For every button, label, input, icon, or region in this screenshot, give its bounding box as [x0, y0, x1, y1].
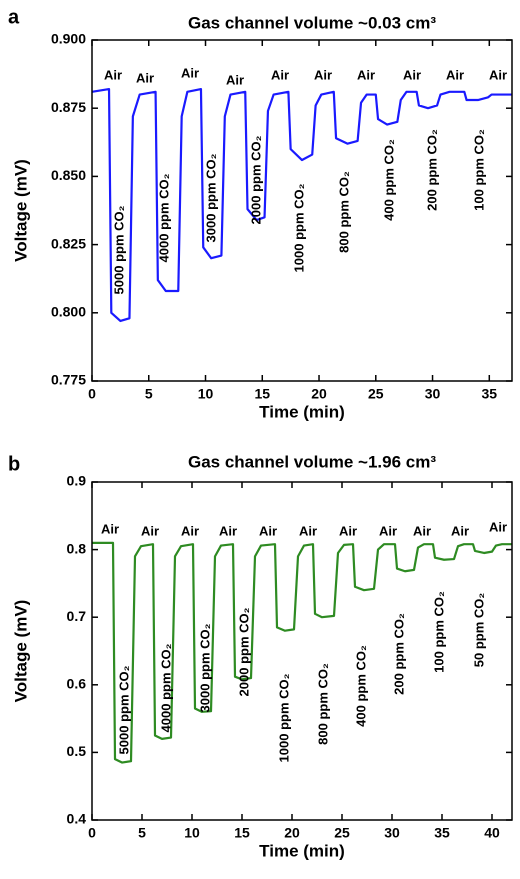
x-tick-label: 40 [484, 825, 500, 841]
gas-label: 1000 ppm CO₂ [291, 183, 306, 272]
air-label: Air [489, 67, 507, 82]
y-axis-label: Voltage (mV) [11, 600, 30, 703]
gas-label: 3000 ppm CO₂ [203, 153, 218, 242]
gas-label: 800 ppm CO₂ [315, 663, 330, 745]
y-tick-label: 0.775 [51, 372, 86, 388]
x-axis-label: Time (min) [259, 841, 345, 860]
panel-letter: b [8, 453, 20, 475]
air-label: Air [226, 72, 244, 87]
air-label: Air [314, 67, 332, 82]
gas-label: 100 ppm CO₂ [431, 591, 446, 673]
x-tick-label: 35 [482, 386, 498, 402]
gas-label: 200 ppm CO₂ [424, 129, 439, 211]
x-tick-label: 20 [311, 386, 327, 402]
y-tick-label: 0.7 [67, 608, 87, 624]
x-tick-label: 15 [234, 825, 250, 841]
data-line [92, 541, 512, 764]
x-axis-label: Time (min) [259, 402, 345, 421]
x-tick-label: 0 [88, 386, 96, 402]
y-tick-label: 0.8 [67, 540, 87, 556]
air-label: Air [413, 523, 431, 538]
x-tick-label: 35 [434, 825, 450, 841]
air-label: Air [446, 67, 464, 82]
air-label: Air [299, 523, 317, 538]
x-tick-label: 15 [254, 386, 270, 402]
x-tick-label: 10 [198, 386, 214, 402]
gas-label: 5000 ppm CO₂ [116, 665, 131, 754]
gas-label: 3000 ppm CO₂ [197, 623, 212, 712]
chart-title: Gas channel volume ~0.03 cm³ [188, 13, 436, 32]
gas-label: 2000 ppm CO₂ [248, 135, 263, 224]
air-label: Air [259, 523, 277, 538]
gas-label: 2000 ppm CO₂ [236, 607, 251, 696]
x-tick-label: 25 [334, 825, 350, 841]
plot-frame [91, 481, 513, 821]
x-tick-label: 30 [425, 386, 441, 402]
x-tick-label: 25 [368, 386, 384, 402]
air-label: Air [181, 65, 199, 80]
air-label: Air [339, 523, 357, 538]
gas-label: 1000 ppm CO₂ [276, 673, 291, 762]
air-label: Air [141, 523, 159, 538]
air-label: Air [403, 67, 421, 82]
gas-label: 4000 ppm CO₂ [158, 643, 173, 732]
x-tick-label: 20 [284, 825, 300, 841]
data-line [91, 88, 512, 323]
gas-label: 50 ppm CO₂ [471, 593, 486, 668]
air-label: Air [219, 523, 237, 538]
y-tick-label: 0.4 [67, 811, 87, 827]
gas-label: 200 ppm CO₂ [391, 613, 406, 695]
gas-label: 4000 ppm CO₂ [156, 173, 171, 262]
y-tick-label: 0.850 [51, 167, 86, 183]
gas-label: 5000 ppm CO₂ [111, 205, 126, 294]
plot-frame [91, 39, 513, 382]
y-tick-label: 0.875 [51, 99, 86, 115]
air-label: Air [136, 70, 154, 85]
y-tick-label: 0.825 [51, 235, 86, 251]
y-axis-label: Voltage (mV) [11, 159, 30, 262]
air-label: Air [104, 67, 122, 82]
air-label: Air [271, 67, 289, 82]
air-label: Air [101, 521, 119, 536]
x-tick-label: 5 [138, 825, 146, 841]
y-tick-label: 0.800 [51, 304, 86, 320]
x-tick-label: 10 [184, 825, 200, 841]
gas-label: 100 ppm CO₂ [471, 129, 486, 211]
gas-label: 400 ppm CO₂ [381, 139, 396, 221]
x-tick-label: 0 [88, 825, 96, 841]
panel-letter: a [8, 6, 20, 28]
air-label: Air [181, 523, 199, 538]
air-label: Air [489, 519, 507, 534]
air-label: Air [451, 523, 469, 538]
gas-label: 400 ppm CO₂ [353, 645, 368, 727]
x-tick-label: 30 [384, 825, 400, 841]
y-tick-label: 0.6 [67, 676, 87, 692]
air-label: Air [379, 523, 397, 538]
chart-title: Gas channel volume ~1.96 cm³ [188, 452, 436, 471]
x-tick-label: 5 [145, 386, 153, 402]
gas-label: 800 ppm CO₂ [336, 171, 351, 253]
y-tick-label: 0.900 [51, 31, 86, 47]
y-tick-label: 0.5 [67, 743, 87, 759]
air-label: Air [357, 67, 375, 82]
y-tick-label: 0.9 [67, 473, 87, 489]
